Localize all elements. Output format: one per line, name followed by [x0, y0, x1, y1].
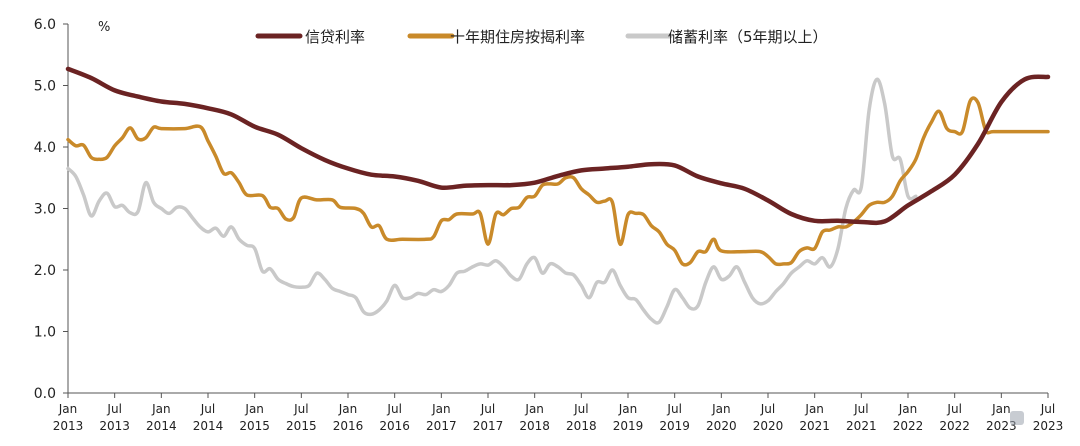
x-tick-year-label: 2020 — [706, 419, 737, 433]
x-tick-month-label: Jan — [711, 402, 731, 416]
x-tick-year-label: 2019 — [659, 419, 690, 433]
x-tick-year-label: 2015 — [239, 419, 270, 433]
x-tick-month-label: Jul — [666, 402, 681, 416]
x-tick-month-label: Jul — [293, 402, 308, 416]
y-tick-label: 0.0 — [34, 386, 56, 402]
y-tick-label: 1.0 — [34, 325, 56, 341]
x-tick-month-label: Jan — [338, 402, 358, 416]
x-tick-year-label: 2018 — [519, 419, 550, 433]
x-tick-month-label: Jul — [946, 402, 961, 416]
x-tick-year-label: 2017 — [426, 419, 457, 433]
x-tick-year-label: 2014 — [146, 419, 177, 433]
y-tick-label: 4.0 — [34, 140, 56, 156]
x-tick-month-label: Jan — [431, 402, 451, 416]
x-tick-month-label: Jul — [106, 402, 121, 416]
x-tick-year-label: 2023 — [986, 419, 1017, 433]
legend-label-3: 储蓄利率（5年期以上） — [668, 28, 828, 46]
x-tick-month-label: Jul — [480, 402, 495, 416]
y-unit-label: % — [98, 20, 110, 35]
x-tick-year-label: 2021 — [846, 419, 877, 433]
x-tick-year-label: 2019 — [613, 419, 644, 433]
x-tick-year-label: 2016 — [333, 419, 364, 433]
series-line-2 — [66, 96, 1050, 267]
x-tick-month-label: Jul — [573, 402, 588, 416]
y-tick-label: 3.0 — [34, 202, 56, 218]
x-tick-month-label: Jul — [386, 402, 401, 416]
x-tick-month-label: Jan — [244, 402, 264, 416]
x-tick-month-label: Jul — [1040, 402, 1055, 416]
series-line-1 — [65, 66, 1051, 226]
x-tick-year-label: 2015 — [286, 419, 317, 433]
axes: 0.0 1.0 2.0 3.0 4.0 5.0 6.0 Jan 2013 Jul 2013 Jan 20… — [34, 17, 1064, 433]
x-tick-month-label: Jan — [618, 402, 638, 416]
x-tick-month-label: Jan — [524, 402, 544, 416]
x-tick-month-label: Jan — [804, 402, 824, 416]
series-lines — [65, 66, 1051, 325]
x-tick-year-label: 2023 — [1033, 419, 1064, 433]
y-tick-label: 5.0 — [34, 79, 56, 95]
legend: 信贷利率 十年期住房按揭利率 储蓄利率（5年期以上） — [255, 28, 828, 46]
y-tick-label: 6.0 — [34, 17, 56, 33]
series-line-3 — [66, 77, 918, 325]
x-tick-year-label: 2022 — [939, 419, 970, 433]
x-tick-year-label: 2016 — [379, 419, 410, 433]
x-tick-month-label: Jul — [200, 402, 215, 416]
x-tick-month-label: Jan — [58, 402, 78, 416]
x-tick-year-label: 2013 — [99, 419, 130, 433]
x-tick-month-label: Jul — [760, 402, 775, 416]
legend-label-1: 信贷利率 — [305, 28, 365, 46]
x-tick-month-label: Jul — [853, 402, 868, 416]
watermark-logo — [1010, 411, 1024, 425]
x-tick-year-label: 2022 — [893, 419, 924, 433]
x-tick-year-label: 2020 — [753, 419, 784, 433]
x-tick-year-label: 2013 — [53, 419, 84, 433]
legend-label-2: 十年期住房按揭利率 — [450, 28, 585, 46]
y-tick-label: 2.0 — [34, 263, 56, 279]
x-tick-year-label: 2014 — [193, 419, 224, 433]
watermark-logo-mark — [1010, 411, 1024, 425]
x-tick-month-label: Jan — [151, 402, 171, 416]
x-tick-year-label: 2021 — [799, 419, 830, 433]
x-tick-year-label: 2018 — [566, 419, 597, 433]
x-tick-month-label: Jan — [991, 402, 1011, 416]
x-tick-month-label: Jan — [898, 402, 918, 416]
x-tick-year-label: 2017 — [473, 419, 504, 433]
